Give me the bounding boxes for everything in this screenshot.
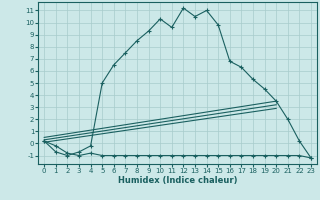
X-axis label: Humidex (Indice chaleur): Humidex (Indice chaleur) — [118, 176, 237, 185]
